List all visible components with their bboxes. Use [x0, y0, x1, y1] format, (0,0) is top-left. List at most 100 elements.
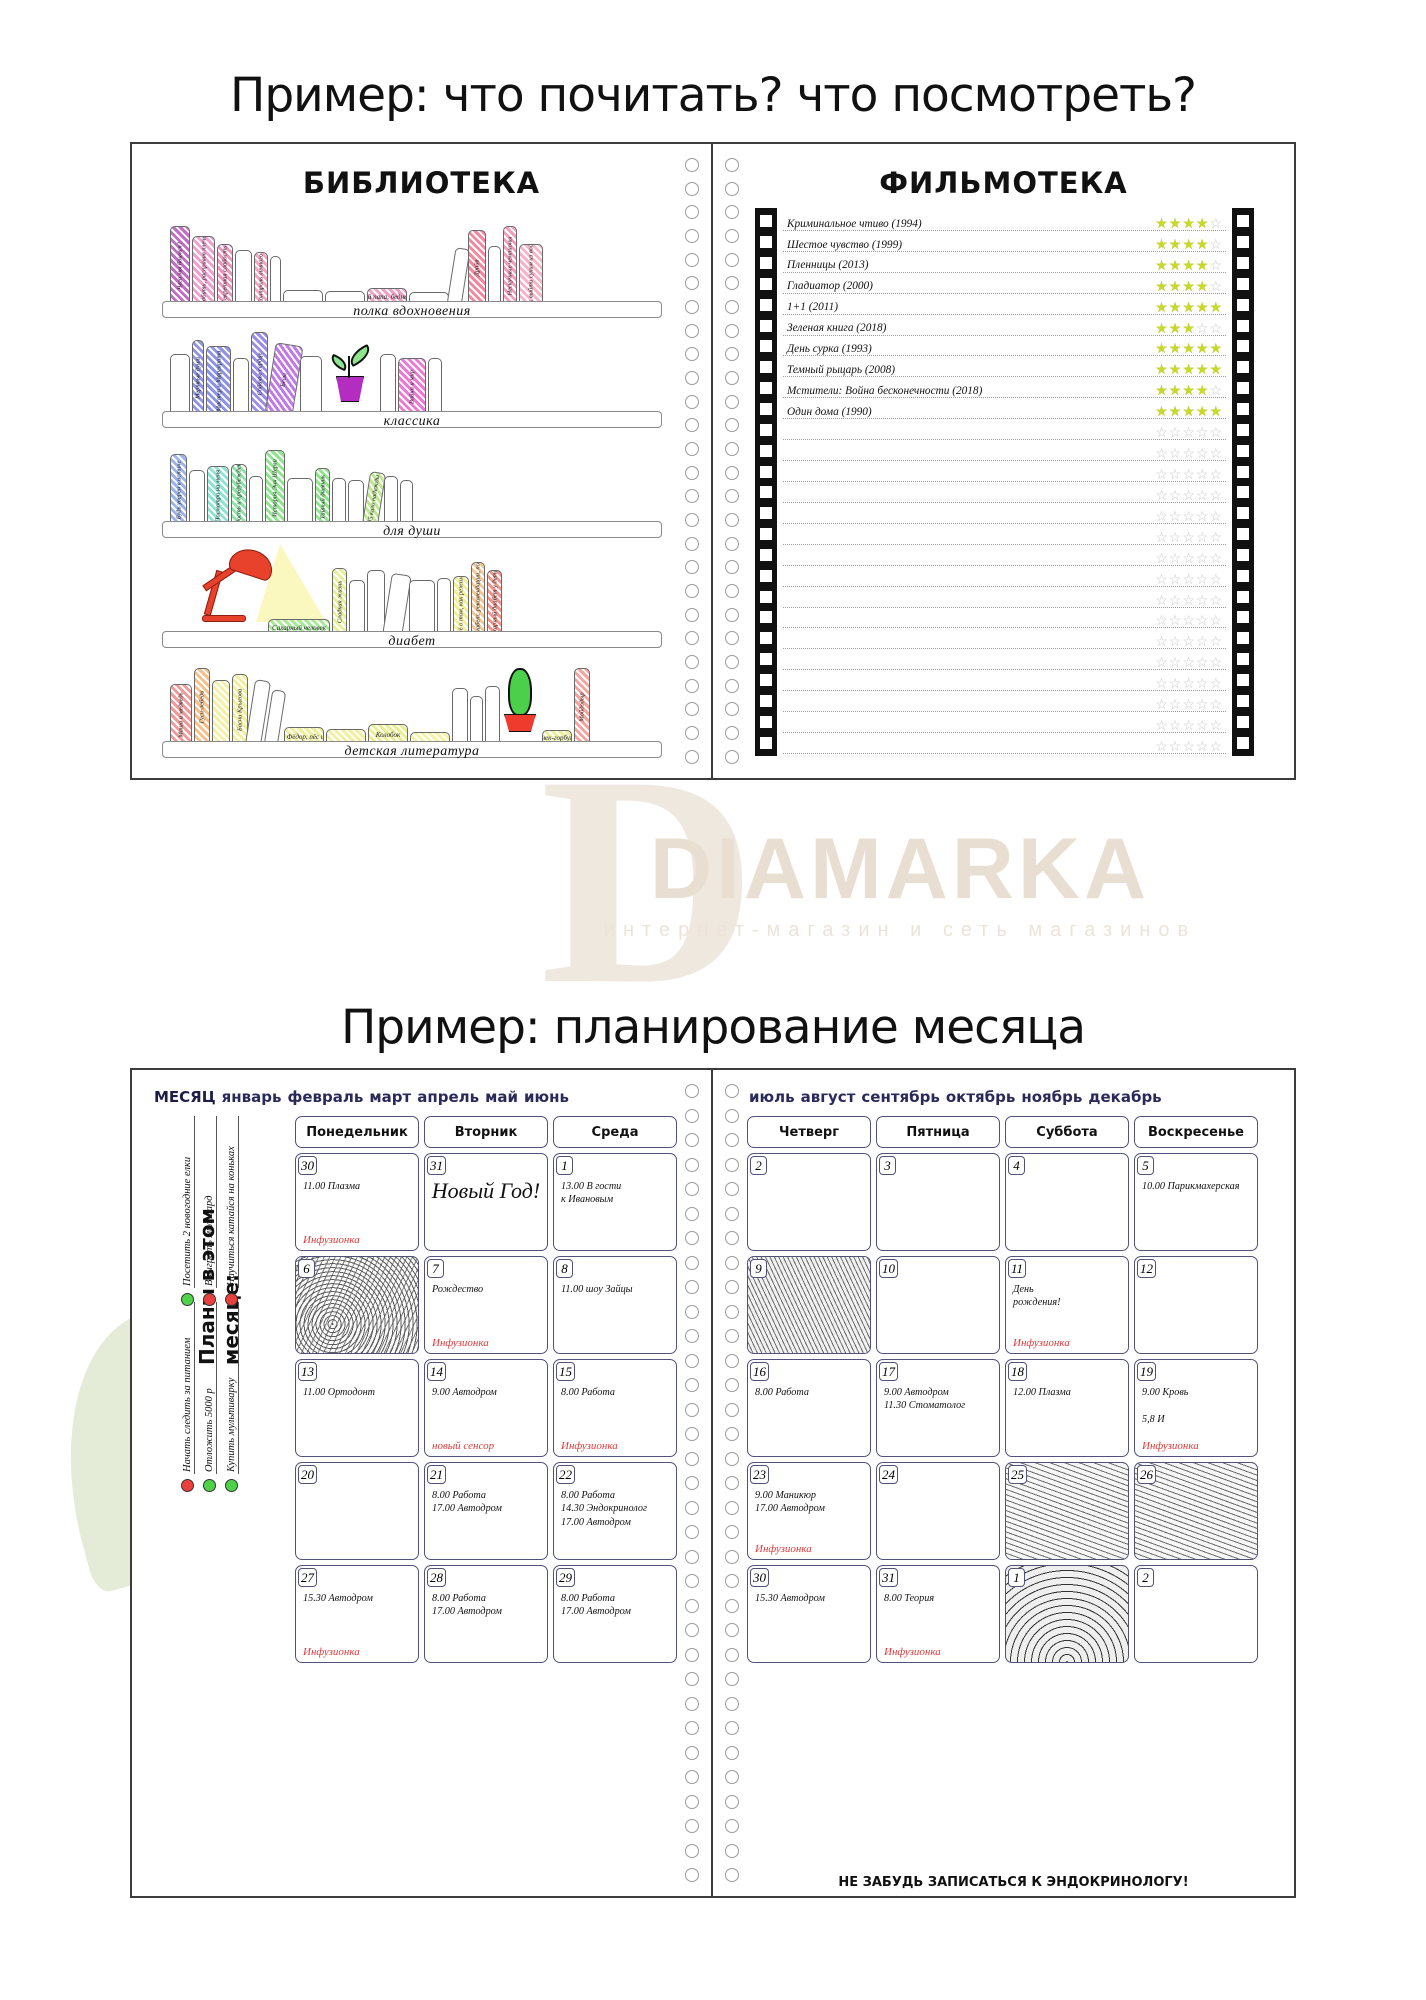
rating-stars[interactable]: ☆ ☆ ☆ ☆ ☆: [1138, 613, 1226, 627]
month-option-август[interactable]: август: [800, 1088, 856, 1106]
star-icon[interactable]: ☆: [1209, 612, 1222, 629]
book[interactable]: [349, 580, 365, 636]
book[interactable]: [470, 696, 483, 746]
month-option-ноябрь[interactable]: ноябрь: [1021, 1088, 1083, 1106]
book[interactable]: [488, 246, 501, 306]
star-icon[interactable]: ☆: [1209, 256, 1222, 273]
rating-stars[interactable]: ☆ ☆ ☆ ☆ ☆: [1138, 446, 1226, 460]
star-icon[interactable]: ☆: [1195, 507, 1209, 524]
star-icon[interactable]: ☆: [1209, 633, 1222, 650]
calendar-cell[interactable]: 5 10.00 Парикмахерская: [1134, 1153, 1258, 1251]
calendar-cell[interactable]: 3: [876, 1153, 1000, 1251]
star-icon[interactable]: ★: [1155, 361, 1168, 378]
film-row[interactable]: ☆ ☆ ☆ ☆ ☆: [783, 440, 1226, 462]
rating-stars[interactable]: ☆ ☆ ☆ ☆ ☆: [1138, 697, 1226, 711]
calendar-cell[interactable]: 25: [1005, 1462, 1129, 1560]
star-icon[interactable]: ★: [1168, 298, 1182, 315]
star-icon[interactable]: ★: [1195, 256, 1209, 273]
calendar-cell[interactable]: 28 8.00 Работа 17.00 Автодром: [424, 1565, 548, 1663]
calendar-cell[interactable]: 22 8.00 Работа 14.30 Эндокринолог 17.00 Авт…: [553, 1462, 677, 1560]
plan-item[interactable]: Научиться катайся на коньках: [224, 1116, 239, 1306]
star-icon[interactable]: ☆: [1182, 612, 1195, 629]
calendar-cell[interactable]: 16 8.00 Работа: [747, 1359, 871, 1457]
calendar-cell[interactable]: 27 15.30 Автодром Инфузионка: [295, 1565, 419, 1663]
book[interactable]: [380, 354, 396, 416]
star-icon[interactable]: ☆: [1209, 654, 1222, 671]
star-icon[interactable]: ★: [1195, 298, 1209, 315]
rating-stars[interactable]: ★ ★ ★ ★ ☆: [1138, 279, 1226, 293]
star-icon[interactable]: ☆: [1209, 549, 1222, 566]
rating-stars[interactable]: ★ ★ ★ ★ ☆: [1138, 216, 1226, 230]
rating-stars[interactable]: ☆ ☆ ☆ ☆ ☆: [1138, 530, 1226, 544]
book[interactable]: Контроль личного: [254, 252, 268, 306]
star-icon[interactable]: ☆: [1155, 633, 1168, 650]
book[interactable]: [233, 358, 249, 416]
star-icon[interactable]: ☆: [1155, 549, 1168, 566]
book[interactable]: Чего мы боимся?: [170, 226, 190, 306]
star-icon[interactable]: ☆: [1195, 465, 1209, 482]
star-icon[interactable]: ★: [1182, 382, 1195, 399]
star-icon[interactable]: ★: [1182, 340, 1195, 357]
star-icon[interactable]: ☆: [1209, 591, 1222, 608]
star-icon[interactable]: ★: [1155, 298, 1168, 315]
month-option-март[interactable]: март: [369, 1088, 412, 1106]
month-selector-right[interactable]: июль август сентябрь октябрь ноябрь декабрь: [743, 1088, 1258, 1106]
film-row[interactable]: ☆ ☆ ☆ ☆ ☆: [783, 524, 1226, 545]
star-icon[interactable]: ★: [1195, 382, 1209, 399]
star-icon[interactable]: ★: [1168, 277, 1182, 294]
star-icon[interactable]: ★: [1182, 214, 1195, 231]
star-icon[interactable]: ☆: [1209, 528, 1222, 545]
film-row[interactable]: ☆ ☆ ☆ ☆ ☆: [783, 670, 1226, 692]
calendar-cell[interactable]: 30 11.00 Плазма Инфузионка: [295, 1153, 419, 1251]
star-icon[interactable]: ☆: [1195, 549, 1209, 566]
plan-status-dot[interactable]: [203, 1479, 216, 1492]
star-icon[interactable]: ☆: [1209, 277, 1222, 294]
rating-stars[interactable]: ☆ ☆ ☆ ☆ ☆: [1138, 509, 1226, 523]
star-icon[interactable]: ☆: [1182, 633, 1195, 650]
star-icon[interactable]: ☆: [1195, 445, 1209, 462]
star-icon[interactable]: ☆: [1168, 486, 1182, 503]
book[interactable]: [437, 578, 451, 636]
star-icon[interactable]: ☆: [1155, 737, 1168, 754]
star-icon[interactable]: ★: [1195, 361, 1209, 378]
book[interactable]: Сладкая жизнь: [332, 568, 347, 636]
film-row[interactable]: Зеленая книга (2018) ★ ★ ★ ☆ ☆: [783, 315, 1226, 336]
film-row[interactable]: ☆ ☆ ☆ ☆ ☆: [783, 608, 1226, 629]
film-row[interactable]: Один дома (1990) ★ ★ ★ ★ ★: [783, 398, 1226, 420]
book[interactable]: Война и мир: [398, 358, 426, 416]
book[interactable]: [428, 358, 442, 416]
plan-item[interactable]: Отложить 5000 р: [202, 1302, 217, 1492]
star-icon[interactable]: ☆: [1182, 675, 1195, 692]
star-icon[interactable]: ★: [1168, 382, 1182, 399]
star-icon[interactable]: ☆: [1182, 424, 1195, 441]
star-icon[interactable]: ★: [1155, 319, 1168, 336]
calendar-cell[interactable]: 30 15.30 Автодром: [747, 1565, 871, 1663]
month-option-июль[interactable]: июль: [749, 1088, 795, 1106]
rating-stars[interactable]: ★ ★ ★ ★ ★: [1138, 362, 1226, 376]
rating-stars[interactable]: ☆ ☆ ☆ ☆ ☆: [1138, 467, 1226, 481]
star-icon[interactable]: ☆: [1182, 549, 1195, 566]
star-icon[interactable]: ☆: [1182, 570, 1195, 587]
film-row[interactable]: Пленницы (2013) ★ ★ ★ ★ ☆: [783, 252, 1226, 273]
star-icon[interactable]: ☆: [1195, 486, 1209, 503]
rating-stars[interactable]: ☆ ☆ ☆ ☆ ☆: [1138, 488, 1226, 502]
star-icon[interactable]: ☆: [1155, 591, 1168, 608]
book[interactable]: [446, 247, 471, 307]
rating-stars[interactable]: ★ ★ ★ ☆ ☆: [1138, 321, 1226, 335]
calendar-cell[interactable]: 11 День рождения! Инфузионка: [1005, 1256, 1129, 1354]
star-icon[interactable]: ☆: [1168, 465, 1182, 482]
star-icon[interactable]: ★: [1182, 277, 1195, 294]
star-icon[interactable]: ☆: [1155, 445, 1168, 462]
star-icon[interactable]: ☆: [1168, 424, 1182, 441]
calendar-cell[interactable]: 15 8.00 Работа Инфузионка: [553, 1359, 677, 1457]
star-icon[interactable]: ☆: [1182, 737, 1195, 754]
star-icon[interactable]: ☆: [1168, 737, 1182, 754]
film-row[interactable]: Темный рыцарь (2008) ★ ★ ★ ★ ★: [783, 356, 1226, 378]
star-icon[interactable]: ☆: [1168, 570, 1182, 587]
star-icon[interactable]: ★: [1155, 235, 1168, 252]
star-icon[interactable]: ★: [1182, 361, 1195, 378]
star-icon[interactable]: ☆: [1209, 486, 1222, 503]
book[interactable]: Как выйти сухим из воды: [519, 244, 543, 306]
star-icon[interactable]: ☆: [1155, 528, 1168, 545]
star-icon[interactable]: ★: [1168, 214, 1182, 231]
